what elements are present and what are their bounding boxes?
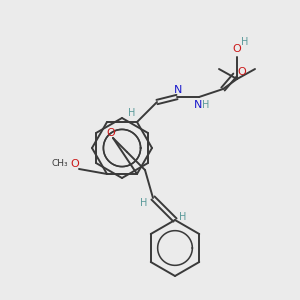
Text: H: H bbox=[140, 198, 148, 208]
Text: O: O bbox=[232, 44, 242, 54]
Text: O: O bbox=[70, 159, 80, 169]
Text: H: H bbox=[128, 108, 136, 118]
Text: H: H bbox=[179, 212, 187, 222]
Text: N: N bbox=[194, 100, 202, 110]
Text: O: O bbox=[106, 128, 116, 138]
Text: N: N bbox=[174, 85, 182, 95]
Text: H: H bbox=[202, 100, 210, 110]
Text: H: H bbox=[241, 37, 249, 47]
Text: CH₃: CH₃ bbox=[52, 160, 68, 169]
Text: O: O bbox=[238, 67, 246, 77]
